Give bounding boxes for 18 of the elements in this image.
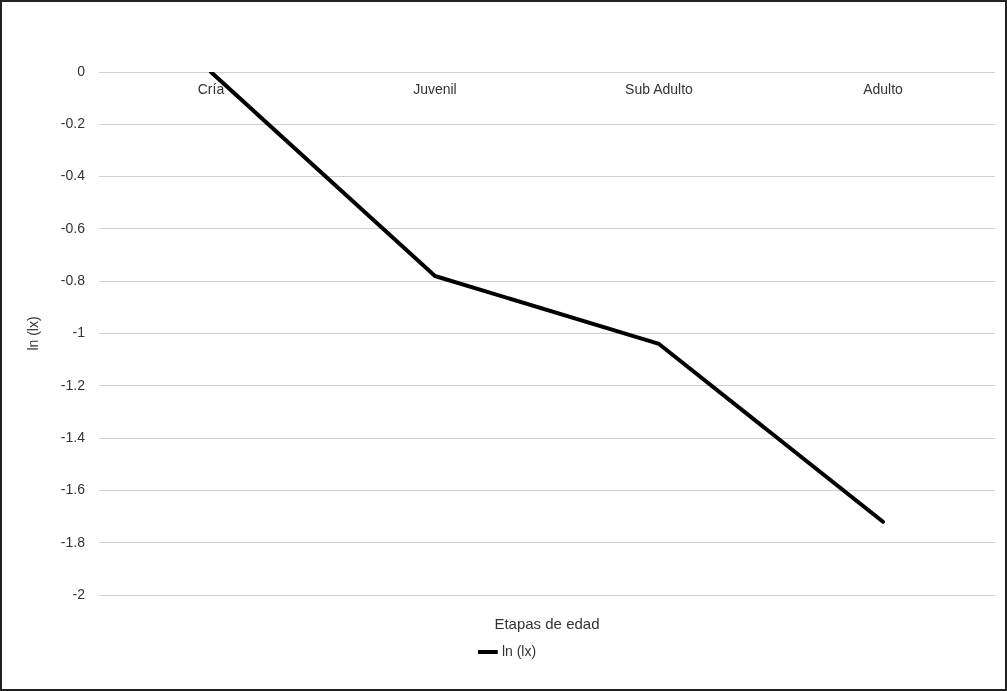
y-tick-label: -1 (72, 324, 86, 341)
y-tick-label: -0.6 (60, 219, 86, 236)
y-tick-label: 0 (77, 62, 86, 79)
y-axis-title: ln (lx) (25, 316, 42, 351)
y-tick-label: -1.6 (60, 481, 86, 498)
x-tick-label: Sub Adulto (625, 81, 694, 98)
legend-label: ln (lx) (501, 642, 537, 659)
y-tick-label: -0.8 (60, 272, 86, 289)
y-tick-label: -0.2 (60, 115, 86, 132)
y-tick-label: -1.2 (60, 376, 86, 393)
x-tick-label: Adulto (863, 81, 904, 98)
y-tick-label: -1.4 (60, 428, 86, 445)
x-tick-label: Juvenil (413, 81, 457, 98)
x-axis-title: Etapas de edad (494, 615, 600, 633)
y-tick-label: -1.8 (60, 533, 86, 550)
y-tick-label: -0.4 (60, 167, 86, 184)
y-tick-label: -2 (72, 585, 86, 602)
x-tick-label: Cría (197, 81, 225, 98)
